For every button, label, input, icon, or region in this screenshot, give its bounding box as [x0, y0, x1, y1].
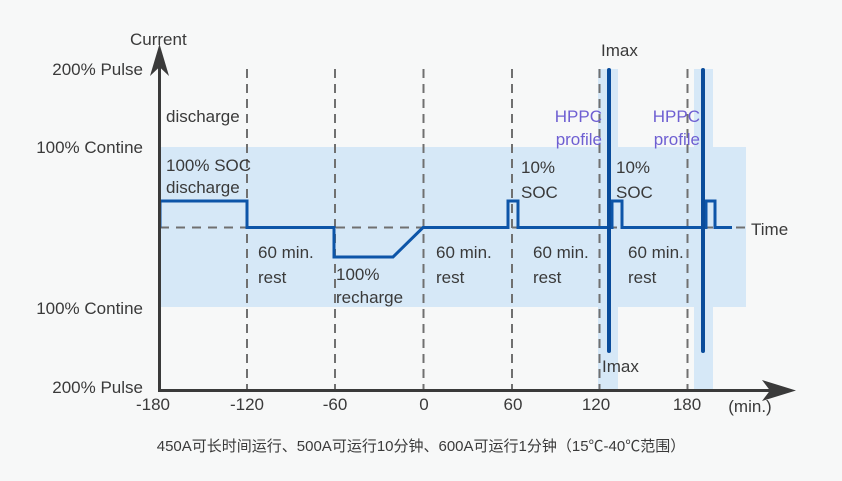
rest1-line2: rest [258, 268, 287, 287]
rest2-line2: rest [436, 268, 465, 287]
y-level-contine-bottom: 100% Contine [36, 299, 143, 318]
x-tick-0: 0 [419, 395, 429, 414]
rest-label-4: 60 min. rest [628, 240, 684, 290]
soc100-discharge-label: 100% SOC discharge [166, 155, 251, 199]
y-level-pulse-bottom: 200% Pulse [52, 378, 143, 397]
recharge-line2: recharge [336, 288, 404, 307]
x-axis-arrow-icon [762, 380, 796, 401]
vertical-gridlines [246, 69, 689, 390]
rest-label-1: 60 min. rest [258, 240, 314, 290]
x-axis-title: Time [751, 220, 789, 239]
rest3-line2: rest [533, 268, 562, 287]
x-tick-180: 180 [672, 395, 702, 414]
rest2-line1: 60 min. [436, 243, 492, 262]
soc10-1-line1: 10% [521, 158, 556, 177]
soc10-1-line2: SOC [521, 183, 558, 202]
hppc-profile-label-1: HPPC profile [520, 105, 602, 151]
hppc2-line2: profile [653, 130, 700, 149]
discharge-label: discharge [166, 107, 240, 126]
soc10-2-line1: 10% [616, 158, 651, 177]
hppc-profile-label-2: HPPC profile [618, 105, 700, 151]
rest4-line1: 60 min. [628, 243, 684, 262]
x-tick-minus60: -60 [322, 395, 348, 414]
x-axis-unit: (min.) [728, 397, 772, 416]
x-tick-120: 120 [581, 395, 611, 414]
soc10-2-line2: SOC [616, 183, 653, 202]
hppc2-line1: HPPC [652, 107, 700, 126]
soc100-line1: 100% SOC [166, 156, 252, 175]
x-tick-minus120: -120 [229, 395, 265, 414]
hppc1-line1: HPPC [554, 107, 602, 126]
soc100-line2: discharge [166, 178, 240, 197]
soc10-label-2: 10% SOC [616, 155, 653, 205]
rest4-line2: rest [628, 268, 657, 287]
current-profile-line [158, 199, 732, 259]
rest-label-3: 60 min. rest [533, 240, 589, 290]
x-tick-minus180: -180 [135, 395, 171, 414]
caption: 450A可长时间运行、500A可运行10分钟、600A可运行1分钟（15℃-40… [156, 438, 686, 455]
hppc1-line2: profile [555, 130, 602, 149]
y-level-contine-top: 100% Contine [36, 138, 143, 157]
rest3-line1: 60 min. [533, 243, 589, 262]
rest1-line1: 60 min. [258, 243, 314, 262]
imax-label-bottom: Imax [602, 357, 639, 376]
imax-label-top: Imax [601, 41, 638, 60]
recharge-line1: 100% [336, 265, 380, 284]
recharge-label: 100% recharge [336, 263, 403, 309]
y-level-pulse-top: 200% Pulse [52, 60, 143, 79]
y-axis-title: Current [130, 30, 187, 49]
rest-label-2: 60 min. rest [436, 240, 492, 290]
soc10-label-1: 10% SOC [521, 155, 558, 205]
y-axis-arrow-icon [150, 44, 169, 76]
x-tick-60: 60 [503, 395, 523, 414]
